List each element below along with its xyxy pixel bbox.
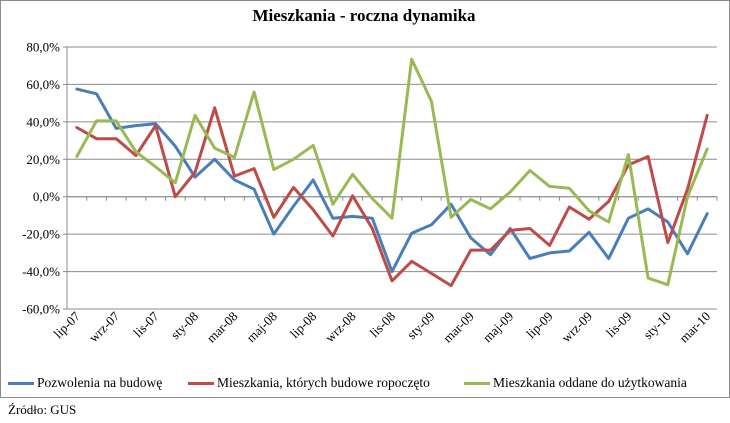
source-note: Źródło: GUS: [8, 402, 77, 417]
y-tick-label: -40,0%: [22, 264, 60, 279]
y-tick-label: 60,0%: [26, 77, 60, 92]
legend-swatch: [8, 381, 34, 385]
y-tick-label: 40,0%: [26, 114, 60, 129]
x-tick-label: maj-09: [480, 309, 517, 346]
chart-title: Mieszkania - roczna dynamika: [252, 6, 476, 25]
x-tick-label: wrz-08: [322, 309, 359, 346]
legend-item-series-2: Mieszkania, których budowe ropoczęto: [188, 375, 430, 391]
x-tick-label: mar-10: [676, 309, 713, 346]
x-tick-label: maj-08: [243, 309, 280, 346]
y-tick-label: -20,0%: [22, 227, 60, 242]
legend-label: Mieszkania oddane do użytkowania: [493, 375, 687, 390]
x-tick-label: lip-09: [523, 309, 556, 342]
x-tick-label: mar-09: [440, 309, 477, 346]
legend-label: Mieszkania, których budowe ropoczęto: [217, 375, 430, 390]
legend-swatch: [188, 381, 214, 385]
y-tick-label: 0,0%: [33, 189, 60, 204]
x-tick-label: sty-10: [640, 309, 674, 343]
series-line-3: [75, 57, 709, 287]
x-tick-label: lis-07: [130, 308, 162, 340]
x-tick-label: wrz-09: [558, 309, 595, 346]
x-tick-label: lis-08: [367, 309, 399, 341]
x-tick-label: mar-08: [204, 309, 241, 346]
x-tick-label: sty-08: [168, 309, 202, 343]
x-tick-label: wrz-07: [86, 308, 123, 345]
legend-label: Pozwolenia na budowę: [37, 375, 163, 390]
x-tick-label: lis-09: [603, 309, 635, 341]
legend-swatch: [464, 381, 490, 385]
legend-item-series-3: Mieszkania oddane do użytkowania: [464, 375, 687, 391]
y-tick-label: 80,0%: [26, 40, 60, 55]
x-tick-label: sty-09: [404, 309, 438, 343]
y-tick-label: -60,0%: [22, 302, 60, 317]
chart-legend: Pozwolenia na budowę Mieszkania, których…: [8, 371, 728, 393]
series-line-2: [75, 106, 709, 288]
x-tick-label: lip-08: [287, 309, 320, 342]
legend-item-series-1: Pozwolenia na budowę: [8, 375, 162, 391]
y-tick-label: 20,0%: [26, 152, 60, 167]
